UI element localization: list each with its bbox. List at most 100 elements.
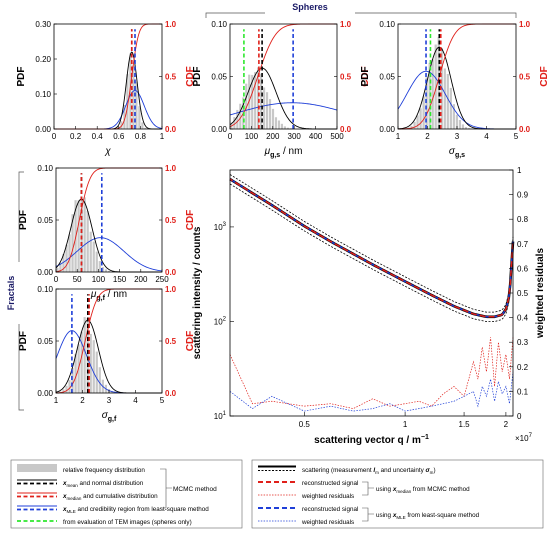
x-tick-label: 1	[403, 420, 408, 429]
histogram-bar	[251, 74, 254, 129]
legend-right-entry: weighted residuals	[301, 519, 354, 526]
x-label-subscript: g,s	[270, 152, 280, 159]
x-label-superscript: −1	[421, 434, 429, 441]
y-tick-base: 10	[214, 317, 223, 326]
legend-text-span: m	[375, 470, 379, 475]
histogram-bar	[86, 318, 89, 393]
histogram-bar	[254, 72, 257, 129]
legend-text-span: σ	[425, 467, 430, 474]
histogram-bar	[132, 65, 135, 129]
y2-tick-label: 0.8	[517, 215, 529, 224]
y2-tick-label: 1.0	[165, 285, 177, 294]
histogram-bar	[286, 127, 289, 129]
x-tick-label: 1	[54, 396, 59, 405]
y2-tick-label: 0.0	[165, 389, 177, 398]
x-tick-label: 0	[54, 275, 59, 284]
histogram-bar	[141, 122, 144, 129]
histogram-bar	[265, 92, 269, 129]
histogram-bar	[416, 115, 419, 129]
normal-distribution-curve	[229, 102, 338, 116]
legend-using-ml-bracket	[362, 507, 374, 522]
y-tick-label: 0.00	[35, 125, 51, 134]
legend-text-span: from MCMC method	[411, 486, 470, 493]
x-axis-label: μg,f / nm	[90, 289, 127, 302]
histogram-bar	[458, 120, 462, 129]
legend-right-entry: reconstructed signal	[302, 506, 358, 513]
histogram-bar	[62, 389, 65, 393]
y-tick-label: 0.10	[35, 90, 51, 99]
legend-text-span: using	[376, 512, 393, 519]
histogram-bar	[83, 197, 86, 272]
x-label-unit: / nm	[105, 289, 127, 300]
histogram-bar	[467, 128, 471, 129]
histogram-bar	[425, 77, 428, 129]
legend-text-span: and uncertainty	[379, 467, 426, 474]
histogram-bar	[86, 211, 89, 272]
x-tick-label: 150	[113, 275, 127, 284]
reconstructed-ml-line	[229, 178, 514, 318]
x-tick-label: 3	[455, 132, 460, 141]
y2-tick-label: 1.0	[165, 164, 177, 173]
legend-text-span: x	[392, 486, 397, 493]
panel-scattering: 0.5 1 1.5 210110210300.10.20.30.40.50.60.70…	[192, 166, 546, 446]
histogram-bar	[431, 59, 434, 130]
y2-tick-label: 0.4	[517, 314, 529, 323]
x-axis-label: χ	[104, 146, 111, 157]
legend-text-span: from least-square method	[406, 512, 480, 519]
x-label-subscript: g,f	[96, 295, 105, 302]
legend-mcmc-label: MCMC method	[173, 486, 217, 493]
y2-tick-label: 0.7	[517, 240, 529, 249]
x-label-symbol: μ	[264, 146, 271, 157]
x-axis-label: scattering vector q / m−1	[314, 434, 429, 446]
histogram-bar	[422, 96, 425, 129]
histogram-bar	[419, 108, 422, 129]
y2-tick-label: 0.5	[165, 73, 177, 82]
legend-right-entry: reconstructed signal	[302, 480, 358, 487]
histogram-bar	[89, 231, 92, 272]
histogram-bar	[434, 44, 437, 129]
histogram-bar	[65, 385, 68, 393]
histogram-bar	[239, 103, 242, 129]
y2-tick-label: 0.5	[165, 216, 177, 225]
y2-tick-label: 1	[517, 166, 522, 175]
y-tick-exponent: 3	[223, 222, 227, 228]
y-tick-exponent: 1	[223, 411, 227, 417]
y2-axis-label: CDF	[185, 210, 196, 231]
histogram-bar	[123, 104, 126, 129]
histogram-bar	[104, 269, 107, 272]
y-axis-label: PDF	[16, 67, 27, 87]
y2-tick-label: 0.0	[519, 125, 531, 134]
legend-using-mcmc-bracket	[362, 481, 374, 496]
histogram-bar	[260, 73, 263, 129]
residual-ml-line	[229, 371, 514, 412]
x-tick-label: 100	[245, 132, 259, 141]
normal-distribution-curve	[55, 237, 163, 272]
y2-axis-label: CDF	[539, 66, 550, 87]
legend-text-span: MLE	[67, 509, 76, 514]
y2-axis-label: CDF	[185, 66, 196, 87]
histogram-bar	[135, 81, 138, 129]
histogram-bar	[245, 83, 248, 129]
histogram-bar	[236, 109, 239, 129]
histogram-bar	[89, 333, 92, 393]
histogram-bar	[120, 121, 123, 129]
y-tick-label: 0.05	[379, 73, 395, 82]
histogram-bar	[98, 261, 101, 272]
y2-tick-label: 0.5	[165, 337, 177, 346]
histogram-bar	[80, 198, 83, 272]
x-tick-label: 0	[228, 132, 233, 141]
histogram-bar	[83, 317, 86, 393]
legend-text-span: x	[62, 480, 67, 487]
y2-tick-label: 0.5	[517, 289, 529, 298]
legend-text-span: reconstructed signal	[302, 506, 358, 513]
histogram-bar	[98, 367, 101, 393]
legend-text-span: and normal distribution	[78, 480, 144, 487]
x-label-symbol: σ	[449, 146, 456, 157]
y2-axis-label: CDF	[360, 66, 371, 87]
cdf-curve	[54, 23, 162, 130]
histogram-bar	[283, 126, 286, 129]
legend-text-span: x	[62, 493, 67, 500]
y-axis-label: PDF	[18, 210, 29, 230]
y2-tick-label: 0.3	[517, 338, 529, 347]
legend-text-span: )	[433, 467, 435, 474]
